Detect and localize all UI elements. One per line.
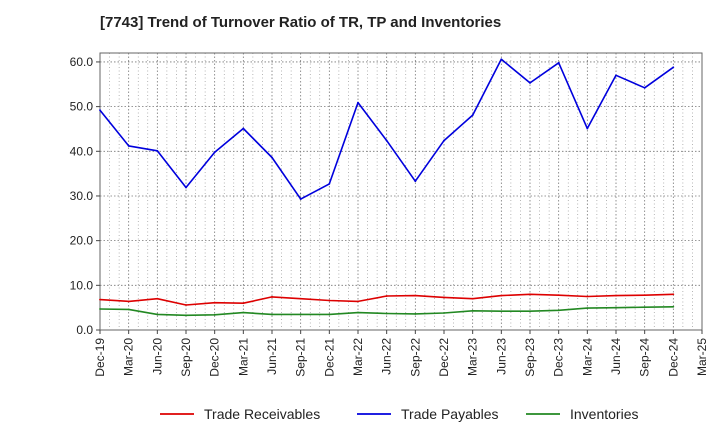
data-point bbox=[242, 302, 245, 305]
x-tick-label: Dec-20 bbox=[208, 338, 222, 377]
data-point bbox=[156, 313, 159, 316]
data-point bbox=[586, 307, 589, 310]
data-point bbox=[529, 82, 531, 84]
data-point bbox=[328, 299, 331, 302]
data-point bbox=[357, 101, 359, 104]
data-point bbox=[127, 300, 130, 303]
data-point bbox=[500, 58, 503, 61]
data-point bbox=[529, 293, 531, 296]
data-point bbox=[471, 114, 474, 117]
data-point bbox=[471, 309, 474, 312]
data-point bbox=[328, 183, 331, 185]
data-point bbox=[328, 313, 331, 316]
data-point bbox=[357, 300, 359, 303]
x-tick-label: Dec-21 bbox=[322, 338, 336, 377]
x-tick-label: Jun-20 bbox=[150, 338, 164, 375]
data-point bbox=[127, 308, 130, 311]
data-point bbox=[185, 186, 187, 189]
y-tick-label: 40.0 bbox=[70, 144, 94, 158]
data-point bbox=[127, 145, 130, 147]
data-point bbox=[213, 313, 216, 316]
data-point bbox=[414, 294, 417, 297]
data-point bbox=[615, 294, 617, 297]
data-point bbox=[557, 309, 560, 312]
data-point bbox=[586, 127, 589, 130]
data-point bbox=[414, 313, 417, 315]
data-point bbox=[185, 314, 187, 317]
data-point bbox=[672, 293, 675, 296]
data-point bbox=[643, 86, 646, 89]
x-tick-label: Mar-22 bbox=[351, 338, 365, 376]
data-point bbox=[385, 139, 388, 142]
data-point bbox=[156, 149, 159, 152]
data-point bbox=[643, 306, 646, 309]
data-point bbox=[99, 308, 101, 310]
x-tick-label: Sep-21 bbox=[294, 338, 308, 377]
data-point bbox=[385, 312, 388, 315]
legend-label: Inventories bbox=[570, 406, 638, 422]
data-point bbox=[557, 61, 560, 64]
data-point bbox=[414, 180, 417, 183]
data-point bbox=[615, 306, 617, 309]
x-tick-label: Sep-23 bbox=[523, 338, 537, 377]
x-tick-label: Sep-22 bbox=[408, 338, 422, 377]
data-point bbox=[271, 313, 273, 316]
data-point bbox=[385, 295, 388, 297]
data-point bbox=[586, 295, 589, 298]
data-point bbox=[185, 304, 187, 306]
data-point bbox=[557, 294, 560, 297]
data-point bbox=[615, 74, 617, 77]
y-tick-label: 50.0 bbox=[70, 100, 94, 114]
data-point bbox=[443, 312, 445, 314]
data-point bbox=[672, 305, 675, 308]
data-point bbox=[271, 156, 273, 159]
data-point bbox=[156, 297, 159, 300]
data-point bbox=[471, 297, 474, 300]
x-tick-label: Dec-19 bbox=[93, 338, 107, 377]
data-point bbox=[529, 310, 531, 313]
x-tick-label: Sep-20 bbox=[179, 338, 193, 377]
legend-label: Trade Receivables bbox=[204, 406, 320, 422]
x-tick-label: Dec-22 bbox=[437, 338, 451, 377]
legend-label: Trade Payables bbox=[401, 406, 499, 422]
x-tick-label: Dec-24 bbox=[666, 338, 680, 377]
data-point bbox=[299, 313, 302, 316]
data-point bbox=[99, 109, 101, 112]
data-point bbox=[299, 297, 302, 300]
plot-area-frame bbox=[99, 52, 703, 331]
x-tick-label: Jun-22 bbox=[380, 338, 394, 375]
data-point bbox=[271, 296, 273, 298]
data-point bbox=[443, 296, 445, 299]
x-tick-label: Mar-24 bbox=[580, 338, 594, 376]
data-point bbox=[99, 298, 101, 301]
data-point bbox=[443, 139, 445, 142]
x-tick-label: Sep-24 bbox=[638, 338, 652, 377]
data-point bbox=[213, 151, 216, 154]
y-tick-label: 10.0 bbox=[70, 278, 94, 292]
x-tick-label: Jun-21 bbox=[265, 338, 279, 375]
x-tick-label: Jun-23 bbox=[494, 338, 508, 375]
chart-title: [7743] Trend of Turnover Ratio of TR, TP… bbox=[100, 14, 502, 31]
data-point bbox=[242, 127, 245, 130]
data-point bbox=[500, 294, 503, 297]
data-point bbox=[643, 294, 646, 297]
data-point bbox=[242, 311, 245, 314]
data-point bbox=[213, 301, 216, 304]
data-point bbox=[357, 311, 359, 314]
x-tick-label: Mar-25 bbox=[695, 338, 709, 376]
y-tick-label: 30.0 bbox=[70, 189, 94, 203]
data-point bbox=[672, 66, 675, 69]
x-tick-label: Dec-23 bbox=[552, 338, 566, 377]
x-tick-label: Jun-24 bbox=[609, 338, 623, 375]
y-tick-label: 0.0 bbox=[76, 323, 93, 337]
y-tick-label: 60.0 bbox=[70, 55, 94, 69]
data-point bbox=[299, 198, 302, 200]
x-tick-label: Mar-20 bbox=[122, 338, 136, 376]
y-tick-label: 20.0 bbox=[70, 234, 94, 248]
data-point bbox=[500, 310, 503, 313]
x-tick-label: Mar-21 bbox=[236, 338, 250, 376]
x-tick-label: Mar-23 bbox=[466, 338, 480, 376]
